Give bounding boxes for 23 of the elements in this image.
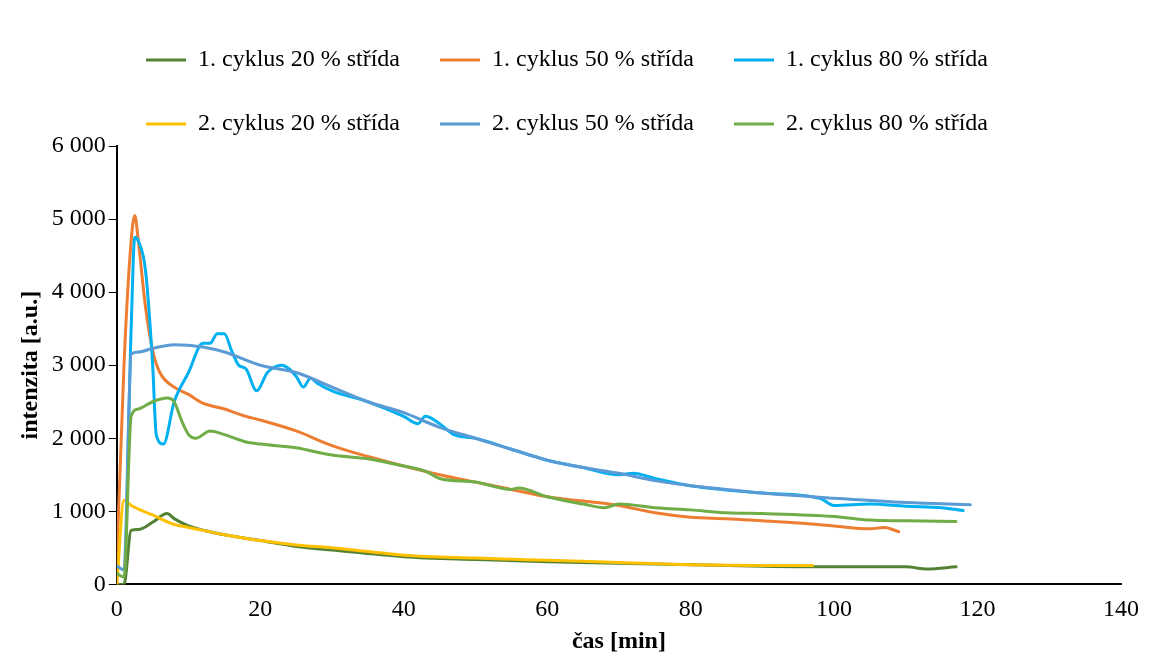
legend-label: 1. cyklus 20 % střída <box>198 45 401 72</box>
x-tick-label: 140 <box>1103 595 1139 622</box>
y-tick-label: 0 <box>93 569 106 596</box>
y-tick-label: 4 000 <box>51 277 106 304</box>
x-axis-title: čas [min] <box>571 626 666 653</box>
legend-label: 2. cyklus 80 % střída <box>785 109 989 136</box>
x-tick-label: 20 <box>248 595 273 622</box>
y-tick-label: 2 000 <box>51 423 106 450</box>
legend-label: 1. cyklus 80 % střída <box>785 45 989 72</box>
y-axis-title: intenzita [a.u.] <box>15 290 42 440</box>
legend-label: 2. cyklus 50 % střída <box>492 109 695 136</box>
x-tick-label: 60 <box>535 595 560 622</box>
legend-label: 2. cyklus 20 % střída <box>198 109 401 136</box>
x-tick-label: 0 <box>110 595 123 622</box>
x-tick-label: 80 <box>678 595 703 622</box>
x-tick-label: 120 <box>959 595 996 622</box>
y-tick-label: 1 000 <box>51 496 106 523</box>
y-tick-label: 6 000 <box>51 131 106 158</box>
y-tick-label: 3 000 <box>51 350 106 377</box>
x-tick-label: 40 <box>391 595 416 622</box>
legend-label: 1. cyklus 50 % střída <box>492 45 695 72</box>
y-tick-label: 5 000 <box>51 204 106 231</box>
x-tick-label: 100 <box>816 595 853 622</box>
